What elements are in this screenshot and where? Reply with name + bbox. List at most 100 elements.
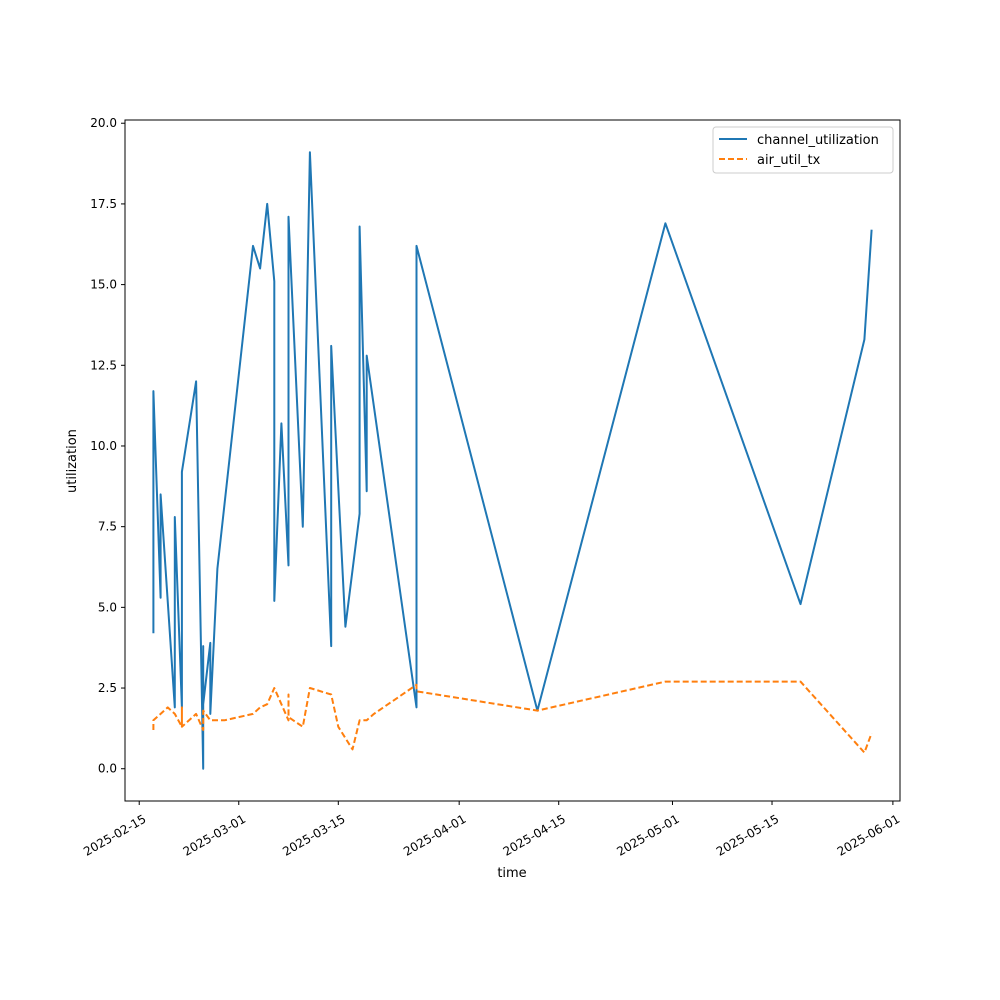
data-point-air-util-tx-20: [287, 716, 290, 719]
data-point-air-util-tx-35: [870, 732, 873, 735]
data-point-air-util-tx-34: [863, 751, 866, 754]
data-point-channel-utilization-24: [287, 215, 290, 218]
legend: channel_utilization air_util_tx: [712, 126, 894, 174]
x-tick-label-2: 2025-03-15: [280, 812, 347, 859]
data-point-channel-utilization-9: [195, 380, 198, 383]
data-point-channel-utilization-36: [415, 244, 418, 247]
data-point-channel-utilization-16: [252, 244, 255, 247]
y-axis: 0.0 2.5 5.0 7.5 10.0 12.5 15.0 17.5 20.0: [90, 116, 125, 776]
data-point-channel-utilization-25: [301, 525, 304, 528]
data-point-air-util-tx-23: [330, 693, 333, 696]
x-axis: 2025-02-15 2025-03-01 2025-03-15 2025-04-01…: [81, 801, 902, 859]
y-tick-label-1: 2.5: [98, 681, 117, 695]
data-point-channel-utilization-29: [337, 486, 340, 489]
data-point-air-util-tx-9: [202, 729, 205, 732]
data-point-channel-utilization-3: [159, 493, 162, 496]
data-point-channel-utilization-28: [330, 344, 333, 347]
data-point-channel-utilization-22: [287, 564, 290, 567]
data-point-air-util-tx-27: [365, 719, 368, 722]
data-point-air-util-tx-16: [273, 687, 276, 690]
data-point-channel-utilization-27: [330, 645, 333, 648]
data-point-air-util-tx-24: [337, 725, 340, 728]
data-point-air-util-tx-25: [351, 748, 354, 751]
data-point-air-util-tx-32: [664, 680, 667, 683]
data-point-channel-utilization-2: [159, 596, 162, 599]
y-tick-label-5: 12.5: [90, 358, 117, 372]
y-tick-label-2: 5.0: [98, 600, 117, 614]
data-point-air-util-tx-0: [152, 729, 155, 732]
data-point-channel-utilization-4: [166, 599, 169, 602]
data-point-channel-utilization-0: [152, 632, 155, 635]
data-point-air-util-tx-8: [195, 712, 198, 715]
plot-area: [124, 119, 901, 802]
data-point-air-util-tx-33: [799, 680, 802, 683]
data-point-channel-utilization-8: [180, 470, 183, 473]
data-point-air-util-tx-18: [287, 719, 290, 722]
x-tick-label-1: 2025-03-01: [181, 812, 248, 859]
data-point-channel-utilization-31: [358, 512, 361, 515]
data-point-channel-utilization-1: [152, 390, 155, 393]
data-point-channel-utilization-13: [209, 641, 212, 644]
data-point-channel-utilization-14: [209, 712, 212, 715]
data-point-channel-utilization-11: [202, 645, 205, 648]
series-line-air-util-tx: [152, 680, 873, 754]
y-tick-label-6: 15.0: [90, 278, 117, 292]
legend-label-channel-utilization: channel_utilization: [757, 133, 879, 148]
data-point-channel-utilization-34: [365, 354, 368, 357]
data-point-channel-utilization-40: [863, 338, 866, 341]
data-point-channel-utilization-5: [173, 706, 176, 709]
data-point-air-util-tx-26: [358, 719, 361, 722]
data-point-channel-utilization-21: [280, 422, 283, 425]
data-point-channel-utilization-41: [870, 228, 873, 231]
data-point-channel-utilization-10: [202, 767, 205, 770]
data-point-air-util-tx-11: [209, 719, 212, 722]
series-line-channel-utilization: [152, 151, 873, 770]
plot-frame: [124, 119, 901, 802]
data-point-air-util-tx-17: [280, 703, 283, 706]
data-point-channel-utilization-6: [173, 516, 176, 519]
data-point-channel-utilization-23: [287, 251, 290, 254]
data-point-channel-utilization-39: [799, 603, 802, 606]
data-point-channel-utilization-17: [259, 267, 262, 270]
legend-label-air-util-tx: air_util_tx: [757, 153, 821, 168]
data-point-channel-utilization-26: [308, 151, 311, 154]
data-point-channel-utilization-12: [202, 703, 205, 706]
data-point-air-util-tx-21: [301, 725, 304, 728]
x-axis-label: time: [497, 866, 526, 881]
data-point-channel-utilization-30: [344, 625, 347, 628]
data-point-air-util-tx-31: [536, 709, 539, 712]
data-point-air-util-tx-15: [266, 703, 269, 706]
data-point-air-util-tx-2: [159, 712, 162, 715]
y-axis-label: utilization: [65, 429, 80, 493]
data-point-channel-utilization-33: [365, 490, 368, 493]
data-point-channel-utilization-38: [664, 222, 667, 225]
x-tick-label-7: 2025-06-01: [835, 812, 902, 859]
x-tick-label-5: 2025-05-01: [614, 812, 681, 859]
data-point-air-util-tx-29: [415, 683, 418, 686]
data-point-channel-utilization-35: [415, 706, 418, 709]
data-point-channel-utilization-20: [273, 599, 276, 602]
data-point-air-util-tx-13: [252, 712, 255, 715]
x-tick-label-6: 2025-05-15: [714, 812, 781, 859]
data-point-air-util-tx-3: [166, 706, 169, 709]
data-point-air-util-tx-10: [202, 709, 205, 712]
data-point-air-util-tx-6: [180, 706, 183, 709]
y-tick-label-0: 0.0: [98, 762, 117, 776]
data-point-air-util-tx-22: [308, 687, 311, 690]
data-point-channel-utilization-18: [266, 202, 269, 205]
legend-box: [712, 126, 894, 174]
y-tick-label-8: 20.0: [90, 116, 117, 130]
data-point-air-util-tx-28: [372, 712, 375, 715]
x-tick-label-0: 2025-02-15: [81, 812, 148, 859]
data-point-air-util-tx-12: [223, 719, 226, 722]
data-point-channel-utilization-32: [358, 225, 361, 228]
data-point-air-util-tx-30: [415, 690, 418, 693]
data-point-air-util-tx-1: [152, 719, 155, 722]
y-tick-label-3: 7.5: [98, 520, 117, 534]
data-point-air-util-tx-7: [180, 725, 183, 728]
data-point-air-util-tx-4: [173, 712, 176, 715]
x-tick-label-4: 2025-04-15: [501, 812, 568, 859]
data-point-channel-utilization-15: [216, 567, 219, 570]
y-tick-label-7: 17.5: [90, 197, 117, 211]
